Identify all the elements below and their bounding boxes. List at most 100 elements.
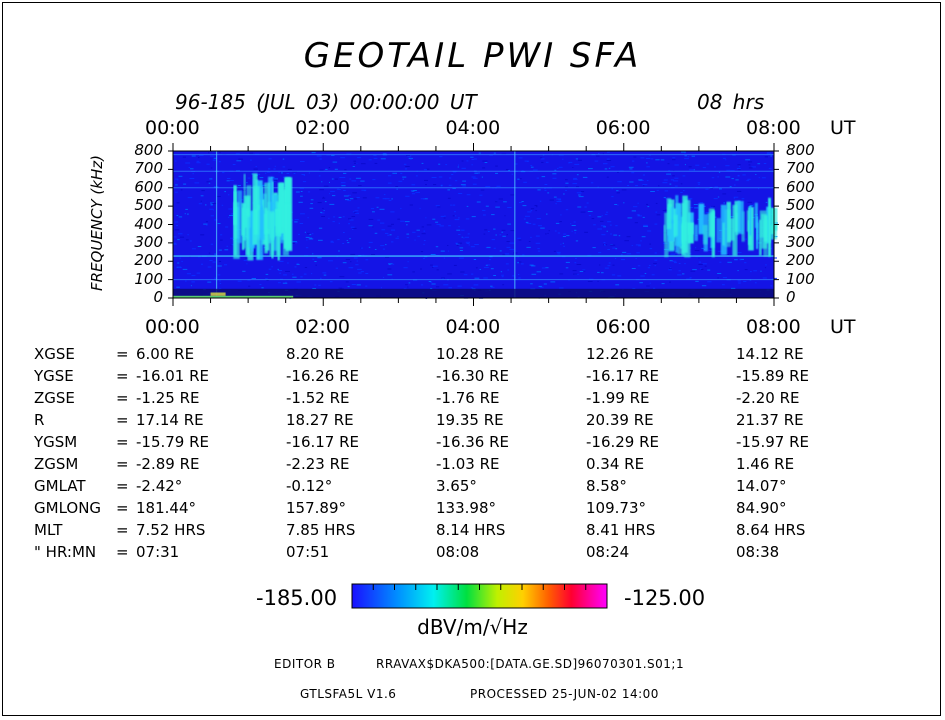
colorbar-units: dBV/m/√Hz <box>417 615 528 639</box>
ephemeris-value: 0.34 RE <box>586 455 645 473</box>
ephemeris-value: 7.52 HRS <box>136 521 206 539</box>
chart-subtitle: 96-185 (JUL 03) 00:00:00 UT <box>175 90 477 114</box>
colorbar-max-label: -125.00 <box>624 586 706 610</box>
ephemeris-label: YGSE <box>34 367 74 385</box>
ephemeris-value: -2.89 RE <box>136 455 200 473</box>
ephemeris-value: 8.14 HRS <box>436 521 506 539</box>
footer-program: GTLSFA5L V1.6 <box>300 687 397 701</box>
ephemeris-value: 21.37 RE <box>736 411 804 429</box>
freq-tick-label: 200 <box>134 251 163 270</box>
ephemeris-value: 10.28 RE <box>436 345 504 363</box>
ephemeris-equals: = <box>116 411 129 429</box>
ephemeris-value: -1.52 RE <box>286 389 350 407</box>
ephemeris-value: 08:08 <box>436 543 480 561</box>
freq-tick-label: 500 <box>786 196 815 215</box>
ephemeris-value: -16.17 RE <box>286 433 360 451</box>
ephemeris-value: 8.58° <box>586 477 627 495</box>
ephemeris-value: 12.26 RE <box>586 345 654 363</box>
ephemeris-value: -1.76 RE <box>436 389 500 407</box>
ephemeris-label: XGSE <box>34 345 75 363</box>
ephemeris-value: 1.46 RE <box>736 455 795 473</box>
time-unit-label: UT <box>830 316 856 338</box>
ephemeris-value: -16.01 RE <box>136 367 210 385</box>
ephemeris-equals: = <box>116 521 129 539</box>
emission-feature <box>233 173 293 261</box>
ephemeris-value: 17.14 RE <box>136 411 204 429</box>
time-tick-label: 08:00 <box>746 316 801 338</box>
ephemeris-value: -15.97 RE <box>736 433 810 451</box>
time-tick-label: 02:00 <box>295 117 351 139</box>
emission-feature <box>173 288 774 298</box>
ephemeris-value: -1.99 RE <box>586 389 650 407</box>
colorbar <box>351 583 608 609</box>
chart-title: GEOTAIL PWI SFA <box>303 36 642 76</box>
freq-tick-label: 100 <box>786 269 815 288</box>
footer-file: RRAVAX$DKA500:[DATA.GE.SD]96070301.S01;1 <box>376 657 685 671</box>
ephemeris-value: 133.98° <box>436 499 496 517</box>
ephemeris-value: 07:31 <box>136 543 180 561</box>
duration-label: 08 hrs <box>697 90 765 114</box>
footer-processed: PROCESSED 25-JUN-02 14:00 <box>470 687 659 701</box>
ephemeris-value: 7.85 HRS <box>286 521 356 539</box>
ephemeris-value: 07:51 <box>286 543 330 561</box>
ephemeris-value: 14.07° <box>736 477 787 495</box>
freq-tick-label: 300 <box>134 232 163 251</box>
ephemeris-value: -16.26 RE <box>286 367 360 385</box>
ephemeris-equals: = <box>116 345 129 363</box>
ephemeris-equals: = <box>116 433 129 451</box>
ephemeris-value: 18.27 RE <box>286 411 354 429</box>
ephemeris-label: " HR:MN <box>34 543 97 561</box>
ephemeris-value: -2.42° <box>136 477 183 495</box>
freq-tick-label: 400 <box>786 214 815 233</box>
ephemeris-value: 109.73° <box>586 499 646 517</box>
ephemeris-equals: = <box>116 477 129 495</box>
ephemeris-value: -15.89 RE <box>736 367 810 385</box>
ephemeris-value: -2.23 RE <box>286 455 350 473</box>
ephemeris-value: -15.79 RE <box>136 433 210 451</box>
ephemeris-value: 8.20 RE <box>286 345 345 363</box>
time-tick-label: 00:00 <box>145 316 200 338</box>
ephemeris-label: ZGSM <box>34 455 79 473</box>
ephemeris-label: YGSM <box>34 433 78 451</box>
time-tick-label: 08:00 <box>746 117 801 139</box>
ephemeris-value: 157.89° <box>286 499 346 517</box>
ephemeris-value: 181.44° <box>136 499 196 517</box>
time-tick-label: 06:00 <box>595 316 651 338</box>
ephemeris-value: -2.20 RE <box>736 389 800 407</box>
freq-tick-label: 200 <box>786 251 815 270</box>
ephemeris-equals: = <box>116 389 129 407</box>
time-tick-label: 04:00 <box>445 117 501 139</box>
ephemeris-equals: = <box>116 499 129 517</box>
freq-tick-label: 700 <box>134 159 163 178</box>
ephemeris-equals: = <box>116 543 129 561</box>
freq-tick-label: 400 <box>134 214 163 233</box>
colorbar-min-label: -185.00 <box>256 586 338 610</box>
ephemeris-value: -16.36 RE <box>436 433 510 451</box>
emission-feature <box>663 195 778 258</box>
time-tick-label: 00:00 <box>145 117 200 139</box>
time-tick-label: 02:00 <box>295 316 351 338</box>
time-tick-label: 04:00 <box>445 316 501 338</box>
freq-tick-label: 600 <box>134 177 163 196</box>
ephemeris-value: 08:24 <box>586 543 630 561</box>
freq-tick-label: 0 <box>786 288 796 306</box>
ephemeris-equals: = <box>116 367 129 385</box>
time-unit-label: UT <box>830 117 856 139</box>
ephemeris-value: 19.35 RE <box>436 411 504 429</box>
ephemeris-label: ZGSE <box>34 389 75 407</box>
freq-tick-label: 700 <box>786 159 815 178</box>
ephemeris-value: 20.39 RE <box>586 411 654 429</box>
ephemeris-value: -16.29 RE <box>586 433 660 451</box>
ephemeris-label: MLT <box>34 521 63 539</box>
freq-tick-label: 100 <box>134 269 163 288</box>
freq-tick-label: 300 <box>786 232 815 251</box>
ephemeris-value: -16.17 RE <box>586 367 660 385</box>
ephemeris-value: 8.64 HRS <box>736 521 806 539</box>
ephemeris-label: R <box>34 411 45 429</box>
ephemeris-value: -1.25 RE <box>136 389 200 407</box>
time-tick-label: 06:00 <box>595 117 651 139</box>
ephemeris-value: 08:38 <box>736 543 780 561</box>
ephemeris-value: -1.03 RE <box>436 455 500 473</box>
